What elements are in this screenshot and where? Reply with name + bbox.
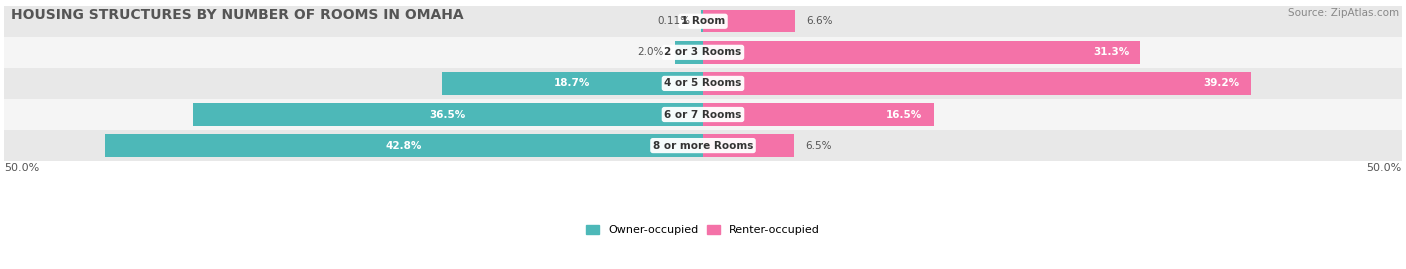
- Text: 4 or 5 Rooms: 4 or 5 Rooms: [664, 79, 742, 89]
- Text: 2 or 3 Rooms: 2 or 3 Rooms: [665, 47, 741, 57]
- Bar: [441, 72, 703, 95]
- Text: 6.5%: 6.5%: [806, 141, 831, 151]
- Bar: [703, 41, 1140, 63]
- Text: 6 or 7 Rooms: 6 or 7 Rooms: [664, 109, 742, 119]
- Text: 6.6%: 6.6%: [807, 16, 832, 26]
- Text: 31.3%: 31.3%: [1092, 47, 1129, 57]
- Text: 1 Room: 1 Room: [681, 16, 725, 26]
- Bar: [702, 10, 703, 33]
- Text: 18.7%: 18.7%: [554, 79, 591, 89]
- Bar: [4, 99, 1402, 130]
- Bar: [4, 68, 1402, 99]
- Bar: [105, 134, 703, 157]
- Text: 50.0%: 50.0%: [1367, 163, 1402, 173]
- Legend: Owner-occupied, Renter-occupied: Owner-occupied, Renter-occupied: [581, 220, 825, 240]
- Bar: [703, 134, 794, 157]
- Bar: [4, 130, 1402, 161]
- Text: 39.2%: 39.2%: [1204, 79, 1240, 89]
- Text: HOUSING STRUCTURES BY NUMBER OF ROOMS IN OMAHA: HOUSING STRUCTURES BY NUMBER OF ROOMS IN…: [11, 8, 464, 22]
- Text: 0.11%: 0.11%: [657, 16, 690, 26]
- Bar: [675, 41, 703, 63]
- Text: Source: ZipAtlas.com: Source: ZipAtlas.com: [1288, 8, 1399, 18]
- Text: 8 or more Rooms: 8 or more Rooms: [652, 141, 754, 151]
- Text: 16.5%: 16.5%: [886, 109, 922, 119]
- Bar: [703, 10, 796, 33]
- Bar: [4, 6, 1402, 37]
- Text: 42.8%: 42.8%: [385, 141, 422, 151]
- Text: 50.0%: 50.0%: [4, 163, 39, 173]
- Text: 36.5%: 36.5%: [430, 109, 465, 119]
- Bar: [193, 103, 703, 126]
- Bar: [703, 72, 1251, 95]
- Text: 2.0%: 2.0%: [637, 47, 664, 57]
- Bar: [4, 37, 1402, 68]
- Bar: [703, 103, 934, 126]
